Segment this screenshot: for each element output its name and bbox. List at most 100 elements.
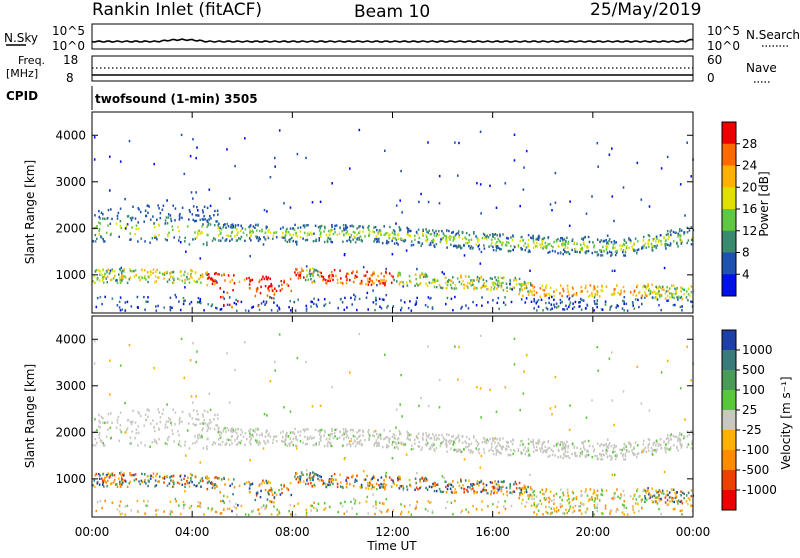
data-cell bbox=[579, 454, 581, 458]
data-cell bbox=[365, 487, 367, 490]
data-cell bbox=[201, 218, 204, 221]
data-cell bbox=[398, 271, 400, 274]
data-cell bbox=[672, 284, 675, 287]
data-cell bbox=[152, 271, 154, 275]
data-cell bbox=[372, 474, 375, 478]
data-cell bbox=[200, 485, 202, 488]
data-cell bbox=[553, 294, 555, 298]
data-cell bbox=[632, 508, 634, 511]
data-cell bbox=[306, 436, 309, 439]
data-cell bbox=[438, 378, 441, 382]
data-cell bbox=[647, 284, 649, 288]
data-cell bbox=[129, 480, 131, 483]
data-cell bbox=[400, 306, 403, 310]
data-cell bbox=[191, 417, 194, 420]
data-cell bbox=[101, 480, 104, 483]
data-cell bbox=[414, 488, 416, 491]
data-cell bbox=[375, 482, 378, 486]
data-cell bbox=[195, 484, 197, 488]
data-cell bbox=[539, 287, 542, 290]
data-cell bbox=[375, 235, 378, 238]
data-cell bbox=[465, 242, 467, 245]
data-cell bbox=[155, 440, 157, 443]
data-cell bbox=[596, 299, 599, 302]
data-cell bbox=[323, 429, 326, 432]
data-cell bbox=[524, 281, 527, 285]
data-cell bbox=[521, 248, 523, 251]
data-cell bbox=[172, 275, 174, 279]
data-cell bbox=[268, 432, 270, 436]
data-cell bbox=[164, 219, 167, 222]
data-cell bbox=[106, 479, 109, 483]
data-cell bbox=[269, 231, 272, 234]
data-cell bbox=[343, 253, 346, 257]
data-cell bbox=[197, 214, 200, 217]
data-cell bbox=[190, 479, 192, 482]
data-cell bbox=[621, 244, 623, 248]
data-cell bbox=[445, 287, 448, 290]
data-cell bbox=[454, 284, 457, 287]
data-cell bbox=[269, 435, 272, 438]
data-cell bbox=[505, 486, 508, 489]
data-cell bbox=[466, 284, 468, 288]
data-cell bbox=[446, 229, 448, 232]
data-cell bbox=[427, 435, 429, 439]
data-cell bbox=[452, 309, 454, 312]
data-cell bbox=[197, 413, 199, 416]
data-cell bbox=[644, 296, 646, 299]
data-cell bbox=[230, 231, 233, 234]
data-cell bbox=[533, 489, 536, 493]
data-cell bbox=[166, 484, 169, 487]
data-cell bbox=[531, 237, 533, 240]
data-cell bbox=[441, 490, 443, 494]
data-cell bbox=[549, 203, 552, 206]
data-cell bbox=[223, 223, 225, 227]
data-cell bbox=[113, 274, 116, 278]
data-cell bbox=[429, 233, 432, 236]
data-cell bbox=[429, 447, 432, 450]
data-cell bbox=[303, 224, 305, 227]
data-cell bbox=[657, 292, 660, 295]
data-cell bbox=[328, 301, 331, 305]
data-cell bbox=[505, 244, 508, 247]
data-cell bbox=[683, 231, 685, 234]
data-cell bbox=[231, 305, 233, 309]
data-cell bbox=[403, 240, 405, 243]
data-cell bbox=[343, 437, 345, 440]
data-cell bbox=[289, 299, 291, 303]
data-cell bbox=[510, 300, 513, 304]
data-cell bbox=[284, 235, 286, 238]
data-cell bbox=[458, 236, 461, 239]
data-cell bbox=[116, 485, 119, 489]
data-cell bbox=[478, 484, 480, 487]
data-cell bbox=[234, 164, 236, 168]
data-cell bbox=[548, 292, 550, 295]
data-cell bbox=[213, 476, 216, 480]
data-cell bbox=[621, 448, 623, 452]
data-cell bbox=[373, 430, 375, 433]
data-cell bbox=[188, 281, 191, 284]
data-cell bbox=[648, 409, 651, 412]
data-cell bbox=[331, 225, 333, 228]
data-cell bbox=[282, 232, 284, 235]
data-cell bbox=[339, 473, 341, 476]
data-cell bbox=[586, 304, 589, 307]
data-cell bbox=[410, 433, 412, 437]
data-cell bbox=[308, 233, 311, 236]
data-cell bbox=[593, 285, 595, 288]
data-cell bbox=[295, 477, 297, 481]
data-cell bbox=[217, 234, 220, 237]
data-cell bbox=[227, 438, 230, 442]
data-cell bbox=[209, 204, 212, 208]
data-cell bbox=[450, 297, 453, 300]
data-cell bbox=[300, 471, 303, 474]
data-cell bbox=[666, 359, 669, 363]
data-cell bbox=[531, 441, 533, 444]
data-cell bbox=[234, 226, 237, 229]
data-cell bbox=[178, 504, 180, 507]
data-cell bbox=[604, 507, 607, 510]
data-cell bbox=[688, 229, 691, 232]
data-cell bbox=[343, 228, 345, 232]
data-cell bbox=[164, 222, 167, 225]
data-cell bbox=[477, 449, 480, 452]
